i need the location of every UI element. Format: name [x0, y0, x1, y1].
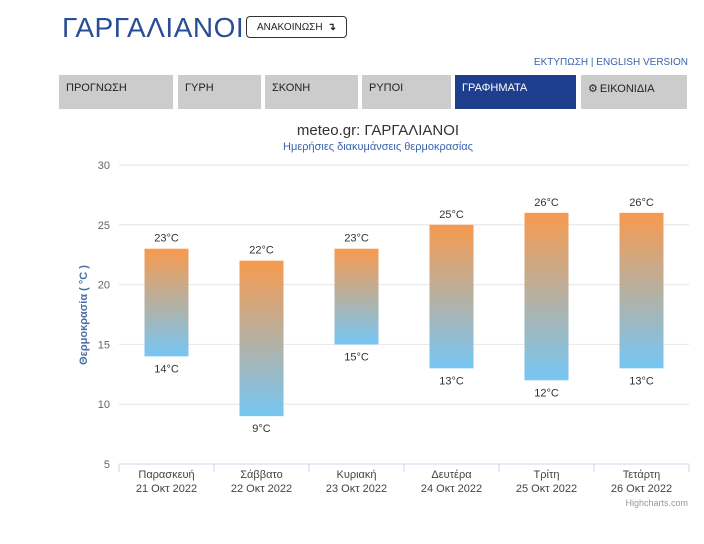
tab-label: ΠΡΟΓΝΩΣΗ — [66, 82, 127, 94]
high-temp-label: 25°C — [439, 209, 464, 221]
y-tick-label: 10 — [98, 399, 110, 411]
tab-icons[interactable]: ⚙ ΕΙΚΟΝΙΔΙΑ — [581, 75, 687, 109]
x-tick-date-label: 25 Οκτ 2022 — [516, 483, 577, 495]
x-tick-day-label: Τετάρτη — [623, 469, 661, 481]
y-tick-label: 25 — [98, 220, 110, 232]
chart-title: meteo.gr: ΓΑΡΓΑΛΙΑΝΟΙ — [297, 122, 459, 139]
print-link[interactable]: ΕΚΤΥΠΩΣΗ — [533, 57, 589, 68]
tab-dust[interactable]: ΣΚΟΝΗ — [265, 75, 358, 109]
y-axis-title: Θερμοκρασία ( °C ) — [78, 265, 90, 365]
y-tick-label: 15 — [98, 339, 110, 351]
tab-pollen[interactable]: ΓΥΡΗ — [178, 75, 261, 109]
tab-label: ΡΥΠΟΙ — [369, 82, 404, 94]
temperature-range-bar[interactable] — [239, 260, 284, 417]
x-tick-day-label: Δευτέρα — [431, 469, 472, 481]
arrow-down-icon: ↴ — [327, 21, 336, 33]
x-tick-date-label: 23 Οκτ 2022 — [326, 483, 387, 495]
x-tick-date-label: 22 Οκτ 2022 — [231, 483, 292, 495]
temperature-range-bar[interactable] — [429, 224, 474, 369]
temperature-range-bar[interactable] — [144, 248, 189, 357]
high-temp-label: 26°C — [629, 197, 654, 209]
temperature-range-bar[interactable] — [524, 212, 569, 381]
low-temp-label: 9°C — [252, 423, 271, 435]
top-links: ΕΚΤΥΠΩΣΗ | ENGLISH VERSION — [534, 57, 688, 68]
x-tick-date-label: 26 Οκτ 2022 — [611, 483, 672, 495]
x-tick-date-label: 24 Οκτ 2022 — [421, 483, 482, 495]
tab-label: ΕΙΚΟΝΙΔΙΑ — [599, 83, 655, 95]
announcement-label: ΑΝΑΚΟΙΝΩΣΗ — [257, 21, 323, 33]
english-version-link[interactable]: ENGLISH VERSION — [596, 57, 688, 68]
x-tick-day-label: Σάββατο — [240, 469, 282, 481]
temperature-range-bar[interactable] — [619, 212, 664, 369]
announcement-button[interactable]: ΑΝΑΚΟΙΝΩΣΗ ↴ — [246, 16, 347, 38]
tab-pollutants[interactable]: ΡΥΠΟΙ — [362, 75, 451, 109]
tab-label: ΓΥΡΗ — [185, 82, 214, 94]
tab-label: ΓΡΑΦΗΜΑΤΑ — [462, 82, 528, 94]
low-temp-label: 13°C — [629, 375, 654, 387]
gear-icon: ⚙ — [588, 83, 598, 95]
chart-credits[interactable]: Highcharts.com — [625, 498, 688, 508]
tab-forecast[interactable]: ΠΡΟΓΝΩΣΗ — [59, 75, 173, 109]
y-tick-label: 5 — [104, 459, 110, 471]
tab-label: ΣΚΟΝΗ — [272, 82, 311, 94]
low-temp-label: 14°C — [154, 363, 179, 375]
low-temp-label: 12°C — [534, 387, 559, 399]
x-tick-date-label: 21 Οκτ 2022 — [136, 483, 197, 495]
high-temp-label: 23°C — [154, 233, 179, 245]
tab-charts[interactable]: ΓΡΑΦΗΜΑΤΑ — [455, 75, 576, 109]
chart-subtitle: Ημερήσιες διακυμάνσεις θερμοκρασίας — [283, 141, 473, 153]
link-separator: | — [590, 57, 594, 68]
y-tick-label: 30 — [98, 160, 110, 172]
low-temp-label: 15°C — [344, 351, 369, 363]
temperature-range-bar[interactable] — [334, 248, 379, 345]
high-temp-label: 22°C — [249, 245, 274, 257]
high-temp-label: 23°C — [344, 233, 369, 245]
temperature-chart: meteo.gr: ΓΑΡΓΑΛΙΑΝΟΙ Ημερήσιες διακυμάν… — [78, 122, 690, 508]
x-tick-day-label: Παρασκευή — [138, 469, 194, 481]
y-tick-label: 20 — [98, 280, 110, 292]
page-title: ΓΑΡΓΑΛΙΑΝΟΙ — [62, 12, 245, 43]
x-tick-day-label: Κυριακή — [336, 469, 376, 481]
high-temp-label: 26°C — [534, 197, 559, 209]
x-tick-day-label: Τρίτη — [534, 469, 560, 481]
low-temp-label: 13°C — [439, 375, 464, 387]
